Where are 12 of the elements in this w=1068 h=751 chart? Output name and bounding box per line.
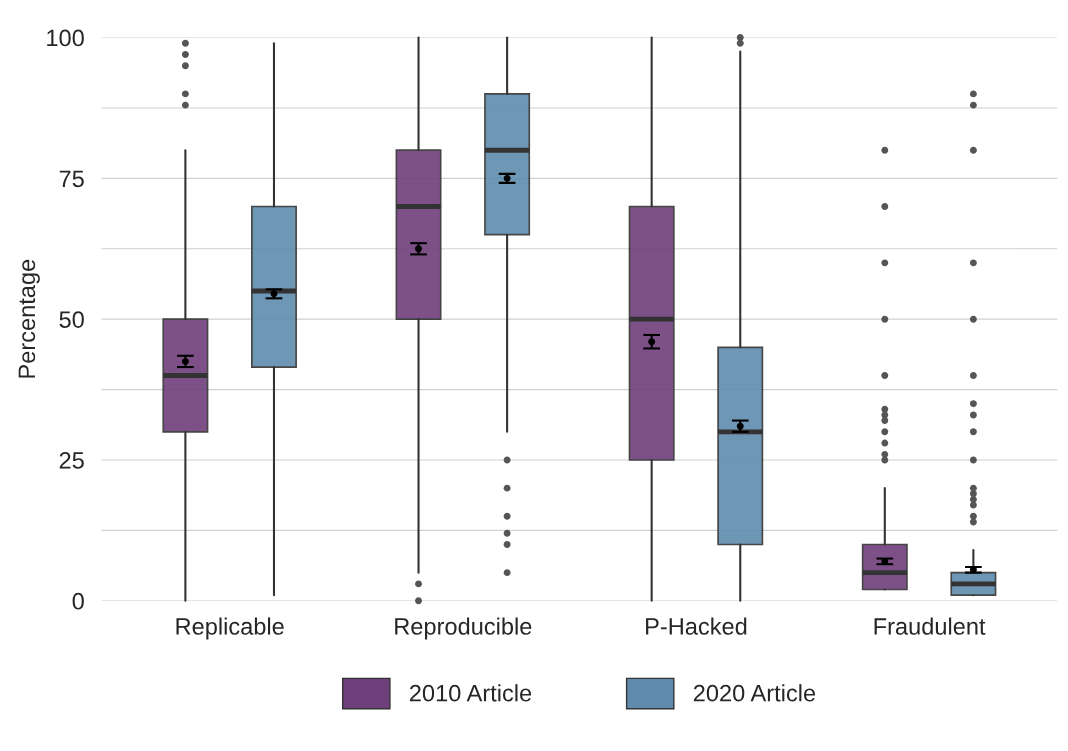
legend-label: 2020 Article xyxy=(693,684,816,702)
x-tick-label: P-Hacked xyxy=(646,617,747,635)
x-tick-label: Replicable xyxy=(176,617,284,640)
x-tick-label: Reproducible xyxy=(395,617,532,640)
y-tick-label: 100 xyxy=(47,29,84,47)
y-tick-label: 50 xyxy=(59,311,84,328)
y-tick-label: 75 xyxy=(59,170,84,188)
legend-label: 2010 Article xyxy=(409,684,532,702)
x-tick-label: Fraudulent xyxy=(874,617,986,635)
y-tick-label: 0 xyxy=(72,592,84,610)
y-tick-label: 25 xyxy=(59,452,84,469)
y-axis-title: Percentage xyxy=(18,259,40,378)
